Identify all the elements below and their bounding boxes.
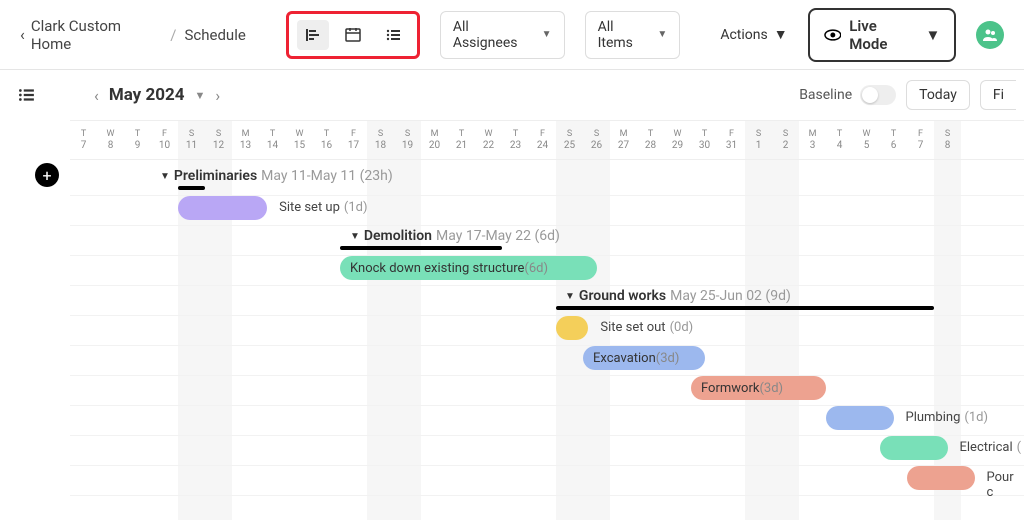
group-bar[interactable] xyxy=(340,246,502,250)
day-column: M3 xyxy=(799,121,826,159)
day-column: S11 xyxy=(178,121,205,159)
group-header[interactable]: ▼ Preliminaries May 11-May 11 (23h) xyxy=(160,168,393,184)
day-column: T9 xyxy=(124,121,151,159)
day-column: T7 xyxy=(70,121,97,159)
day-column: T21 xyxy=(448,121,475,159)
day-column: F17 xyxy=(340,121,367,159)
day-column: F24 xyxy=(529,121,556,159)
task-label: Pour c xyxy=(987,470,1024,500)
day-column: S12 xyxy=(205,121,232,159)
items-filter[interactable]: All Items ▼ xyxy=(585,11,681,59)
day-column: W5 xyxy=(853,121,880,159)
day-column: S1 xyxy=(745,121,772,159)
task-bar[interactable] xyxy=(907,466,975,490)
day-column: S25 xyxy=(556,121,583,159)
baseline-toggle-group: Baseline xyxy=(799,85,896,105)
day-column: T23 xyxy=(502,121,529,159)
task-label: Electrical ( xyxy=(960,440,1022,455)
group-header[interactable]: ▼ Ground works May 25-Jun 02 (9d) xyxy=(565,288,791,304)
baseline-label: Baseline xyxy=(799,87,852,103)
back-chevron-icon[interactable]: ‹ xyxy=(20,25,25,44)
task-bar[interactable]: Excavation (3d) xyxy=(583,346,705,370)
collapse-icon[interactable]: ▼ xyxy=(160,171,170,182)
day-column: T14 xyxy=(259,121,286,159)
calendar-header: T7W8T9F10S11S12M13T14W15T16F17S18S19M20T… xyxy=(70,120,1024,160)
gantt-chart-area[interactable]: ▼ Preliminaries May 11-May 11 (23h) ▼ Dem… xyxy=(70,160,1024,520)
view-switch-highlight xyxy=(286,11,420,59)
task-bar[interactable] xyxy=(880,436,948,460)
breadcrumb-separator: / xyxy=(170,26,176,44)
group-bar[interactable] xyxy=(178,186,205,190)
task-label: Site set up (1d) xyxy=(279,200,367,215)
day-column: F31 xyxy=(718,121,745,159)
day-column: T28 xyxy=(637,121,664,159)
collapse-icon[interactable]: ▼ xyxy=(565,291,575,302)
day-column: T4 xyxy=(826,121,853,159)
eye-icon xyxy=(824,29,842,41)
day-column: S18 xyxy=(367,121,394,159)
next-month-button[interactable]: › xyxy=(215,86,220,105)
items-filter-label: All Items xyxy=(598,19,652,51)
user-avatar[interactable] xyxy=(976,21,1004,49)
assignees-filter-label: All Assignees xyxy=(453,19,536,51)
sidebar-toggle[interactable] xyxy=(8,77,44,113)
task-bar[interactable] xyxy=(826,406,894,430)
actions-label: Actions xyxy=(720,27,767,43)
actions-menu[interactable]: Actions ▼ xyxy=(720,26,787,43)
task-bar[interactable] xyxy=(178,196,267,220)
list-view-button[interactable] xyxy=(377,20,409,50)
fit-button[interactable]: Fi xyxy=(980,80,1016,110)
live-mode-label: Live Mode xyxy=(849,17,917,53)
baseline-toggle[interactable] xyxy=(860,85,896,105)
collapse-icon[interactable]: ▼ xyxy=(350,231,360,242)
assignees-filter[interactable]: All Assignees ▼ xyxy=(440,11,565,59)
task-bar[interactable]: Knock down existing structure (6d) xyxy=(340,256,597,280)
task-label: Site set out (0d) xyxy=(600,320,693,335)
month-label[interactable]: May 2024 xyxy=(109,85,185,105)
people-icon xyxy=(982,27,998,43)
day-column: S19 xyxy=(394,121,421,159)
caret-down-icon: ▼ xyxy=(657,29,667,40)
day-column: T30 xyxy=(691,121,718,159)
day-column: M20 xyxy=(421,121,448,159)
gantt-grid: T7W8T9F10S11S12M13T14W15T16F17S18S19M20T… xyxy=(70,120,1024,520)
day-column: W22 xyxy=(475,121,502,159)
day-column: W15 xyxy=(286,121,313,159)
caret-down-icon: ▼ xyxy=(774,26,788,43)
day-column: S8 xyxy=(934,121,961,159)
day-column: F7 xyxy=(907,121,934,159)
caret-down-icon: ▼ xyxy=(542,29,552,40)
day-column: T6 xyxy=(880,121,907,159)
prev-month-button[interactable]: ‹ xyxy=(94,86,99,105)
task-label: Plumbing (1d) xyxy=(906,410,989,425)
task-bar[interactable]: Formwork (3d) xyxy=(691,376,826,400)
add-task-button[interactable]: + xyxy=(35,163,59,187)
group-header[interactable]: ▼ Demolition May 17-May 22 (6d) xyxy=(350,228,560,244)
day-column: M13 xyxy=(232,121,259,159)
live-mode-button[interactable]: Live Mode ▼ xyxy=(808,8,957,62)
calendar-view-button[interactable] xyxy=(337,20,369,50)
task-bar[interactable] xyxy=(556,316,588,340)
day-column: W29 xyxy=(664,121,691,159)
gantt-view-button[interactable] xyxy=(297,20,329,50)
day-column: S26 xyxy=(583,121,610,159)
day-column: S2 xyxy=(772,121,799,159)
month-dropdown-caret[interactable]: ▼ xyxy=(194,89,205,102)
subbar: ‹ May 2024 ▼ › Baseline Today Fi xyxy=(0,70,1024,120)
group-bar[interactable] xyxy=(556,306,934,310)
breadcrumb-page: Schedule xyxy=(185,26,246,44)
topbar: ‹ Clark Custom Home / Schedule All Assig… xyxy=(0,0,1024,70)
caret-down-icon: ▼ xyxy=(925,26,940,44)
breadcrumb-project[interactable]: Clark Custom Home xyxy=(31,17,162,53)
day-column: T16 xyxy=(313,121,340,159)
day-column: M27 xyxy=(610,121,637,159)
month-navigator: ‹ May 2024 ▼ › xyxy=(94,85,220,105)
today-button[interactable]: Today xyxy=(906,80,970,110)
day-column: F10 xyxy=(151,121,178,159)
breadcrumb[interactable]: ‹ Clark Custom Home / Schedule xyxy=(20,17,246,53)
day-column: W8 xyxy=(97,121,124,159)
